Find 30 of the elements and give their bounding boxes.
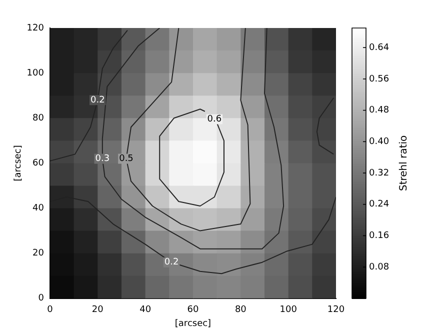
color-bar-label: 0.08: [369, 262, 390, 272]
y-tick-label: 60: [32, 158, 44, 169]
annotation: 0.2: [164, 258, 179, 268]
x-tick-label: 100: [280, 305, 298, 316]
color-bar-label: 0.16: [369, 231, 390, 242]
color-bar-label: 0.64: [369, 42, 390, 53]
y-tick-label: 20: [32, 248, 44, 259]
annotation: 0.5: [119, 154, 134, 164]
y-tick-label: 100: [26, 68, 44, 78]
color-bar-label: 0.24: [369, 200, 390, 210]
y-tick-label: 0: [38, 294, 44, 304]
y-tick-label: 80: [32, 113, 44, 124]
x-tick-label: 0: [47, 305, 54, 316]
annotation: 0.6: [207, 114, 222, 125]
x-tick-label: 120: [327, 305, 345, 316]
y-tick-label: 120: [26, 23, 44, 34]
color-bar-title: Strehl ratio: [398, 135, 410, 192]
y-axis-title: [arcsec]: [14, 145, 24, 182]
color-bar-label: 0.40: [369, 136, 390, 147]
annotation: 0.2: [90, 95, 105, 106]
x-axis-title: [arcsec]: [174, 318, 212, 329]
color-bar-label: 0.32: [369, 168, 390, 178]
color-bar-label: 0.56: [369, 74, 390, 84]
y-tick-label: 40: [32, 204, 44, 214]
x-tick-label: 40: [140, 305, 152, 316]
color-bar-label: 0.48: [369, 106, 390, 116]
x-tick-label: 80: [234, 305, 247, 316]
x-tick-label: 20: [92, 305, 104, 316]
x-tick-label: 60: [187, 305, 199, 316]
annotation: 0.3: [95, 154, 110, 164]
